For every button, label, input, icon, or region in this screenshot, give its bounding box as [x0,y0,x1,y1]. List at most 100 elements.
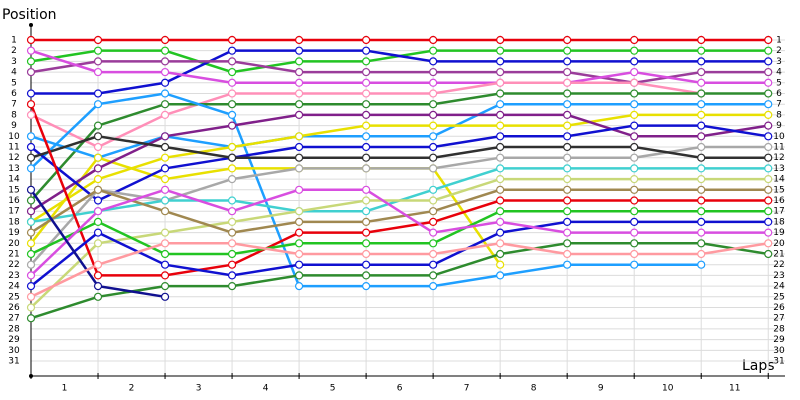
y-tick-label: 31 [8,357,19,367]
series-point [160,207,170,216]
series-point [429,132,438,141]
y-tick-label-right: 3 [776,57,782,67]
series-point [563,57,572,66]
y-tick-label-right: 1 [776,35,782,45]
series-point [630,46,639,55]
series-point [93,142,103,152]
series-point [26,271,36,280]
series-point [93,89,103,98]
series-point [93,260,103,269]
series-point [362,46,371,55]
series-point [764,132,773,141]
y-tick-label-right: 13 [773,164,784,174]
y-tick-label: 2 [11,46,17,56]
series-point [764,67,773,77]
series-point [362,100,371,109]
series-point [227,89,237,98]
y-tick-label: 12 [8,153,19,163]
series-point [764,46,773,55]
series-point [93,164,103,173]
x-tick-label: 8 [531,384,537,394]
series-point [630,142,639,152]
series-point [563,239,572,248]
series-point [362,217,371,227]
series-point [630,35,639,45]
series-point [160,67,170,77]
series-point [429,142,438,152]
series-point [26,67,36,77]
series-point [227,142,237,152]
y-tick-label-right: 18 [773,217,785,227]
series-point [496,100,505,109]
y-tick-label: 8 [11,110,17,120]
series-point [26,314,36,323]
series-point [26,185,36,194]
series-line [30,242,769,320]
series-point [93,207,103,216]
series-point [227,121,237,130]
series-point [697,239,706,248]
series-point [563,164,572,173]
y-tick-label-right: 17 [773,207,784,217]
series-point [563,100,572,109]
series-point [294,249,304,259]
series-point [630,228,639,237]
y-tick-label-right: 5 [776,78,782,88]
series-point [697,121,706,130]
series-point [630,132,639,141]
series-point [697,174,706,184]
series-point [697,78,706,87]
series-point [630,164,639,173]
series-point [294,153,304,162]
y-tick-label: 4 [11,68,17,78]
y-tick-label-right: 24 [773,282,785,292]
x-tick-label: 9 [598,384,604,394]
series-point [429,185,438,194]
series-point [630,78,639,87]
series-point [294,207,304,216]
series-point [764,228,773,237]
series-point [429,271,438,280]
series-point [362,110,371,119]
series-point [697,164,706,173]
series-point [563,35,572,45]
series-point [93,282,103,291]
series-point [227,228,237,237]
series-line [30,113,769,213]
series-point [362,207,371,216]
series-point [764,78,773,87]
series-point [160,164,170,173]
y-tick-label: 21 [8,250,19,260]
series-point [362,271,371,280]
series-point [496,142,505,152]
series-point [294,228,304,237]
series-point [227,78,237,87]
series-point [26,217,36,227]
y-tick-label-right: 2 [776,46,782,56]
series-point [26,239,36,248]
series-point [227,196,237,205]
series-point [294,217,304,227]
y-tick-label: 7 [11,100,17,110]
y-tick-label: 19 [8,228,20,238]
series-line [30,113,769,223]
series-point [294,132,304,141]
y-tick-label-right: 26 [773,303,785,313]
series-point [93,228,103,237]
series-point [764,207,773,216]
series-point [697,249,706,259]
series-point [496,217,505,227]
axis-origin [29,374,33,378]
series-point [496,196,505,205]
series-point [496,185,505,194]
series-point [160,89,170,98]
series-point [294,282,304,291]
y-tick-label: 6 [11,89,17,99]
y-tick-label: 11 [8,142,19,152]
y-tick-label: 3 [11,57,17,67]
series-line [30,188,769,234]
y-tick-label-right: 14 [773,175,785,185]
series-line [30,102,769,160]
y-tick-label: 26 [8,303,20,313]
y-tick-label-right: 27 [773,314,784,324]
